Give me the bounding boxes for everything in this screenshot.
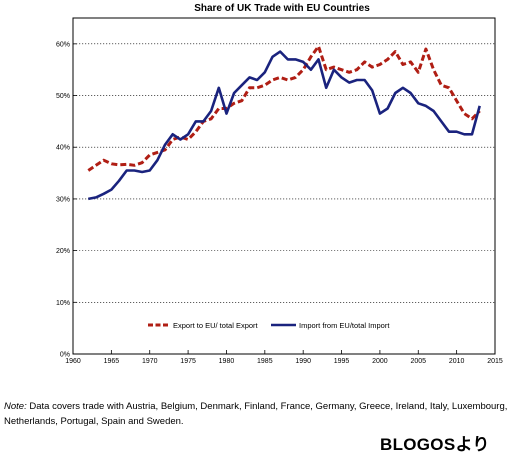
y-tick-label: 50% bbox=[56, 93, 70, 100]
x-tick-label: 1970 bbox=[142, 358, 158, 365]
series-group bbox=[87, 44, 481, 201]
y-tick-label: 30% bbox=[56, 196, 70, 203]
chart-title: Share of UK Trade with EU Countries bbox=[194, 3, 370, 14]
x-tick-label: 1990 bbox=[295, 358, 311, 365]
x-tick-label: 2005 bbox=[410, 358, 426, 365]
x-tick-label: 2000 bbox=[372, 358, 388, 365]
x-tick-label: 2010 bbox=[449, 358, 465, 365]
legend-label-import: Import from EU/total Import bbox=[299, 321, 390, 330]
grid-lines bbox=[73, 43, 495, 303]
x-tick-label: 1965 bbox=[104, 358, 120, 365]
x-axis: 1960 1965 1970 1975 1980 1985 1990 1995 2000 2005… bbox=[65, 350, 503, 365]
y-tick-label: 60% bbox=[56, 41, 70, 48]
x-tick-label: 1985 bbox=[257, 358, 273, 365]
y-tick-label: 40% bbox=[56, 145, 70, 152]
note-label: Note: bbox=[4, 401, 27, 412]
legend-label-export: Export to EU/ total Export bbox=[173, 321, 259, 330]
x-tick-label: 1960 bbox=[65, 358, 81, 365]
y-tick-label: 10% bbox=[56, 300, 70, 307]
source-credit: BLOGOSより bbox=[380, 435, 490, 454]
chart-note: Note: Data covers trade with Austria, Be… bbox=[4, 399, 528, 429]
plot-frame bbox=[72, 17, 496, 355]
x-tick-label: 1980 bbox=[219, 358, 235, 365]
series-line-export bbox=[87, 44, 481, 172]
x-tick-label: 1995 bbox=[334, 358, 350, 365]
y-axis: 0% 10% 20% 30% 40% 50% 60% bbox=[56, 41, 77, 359]
x-tick-label: 2015 bbox=[487, 358, 503, 365]
legend: Export to EU/ total Export Import from E… bbox=[148, 321, 390, 330]
series-line-import bbox=[88, 50, 481, 201]
x-tick-label: 1975 bbox=[180, 358, 196, 365]
y-tick-label: 0% bbox=[60, 352, 70, 359]
line-chart: Share of UK Trade with EU Countries 1960… bbox=[56, 3, 503, 365]
note-text: Data covers trade with Austria, Belgium,… bbox=[4, 401, 508, 427]
y-tick-label: 20% bbox=[56, 248, 70, 255]
